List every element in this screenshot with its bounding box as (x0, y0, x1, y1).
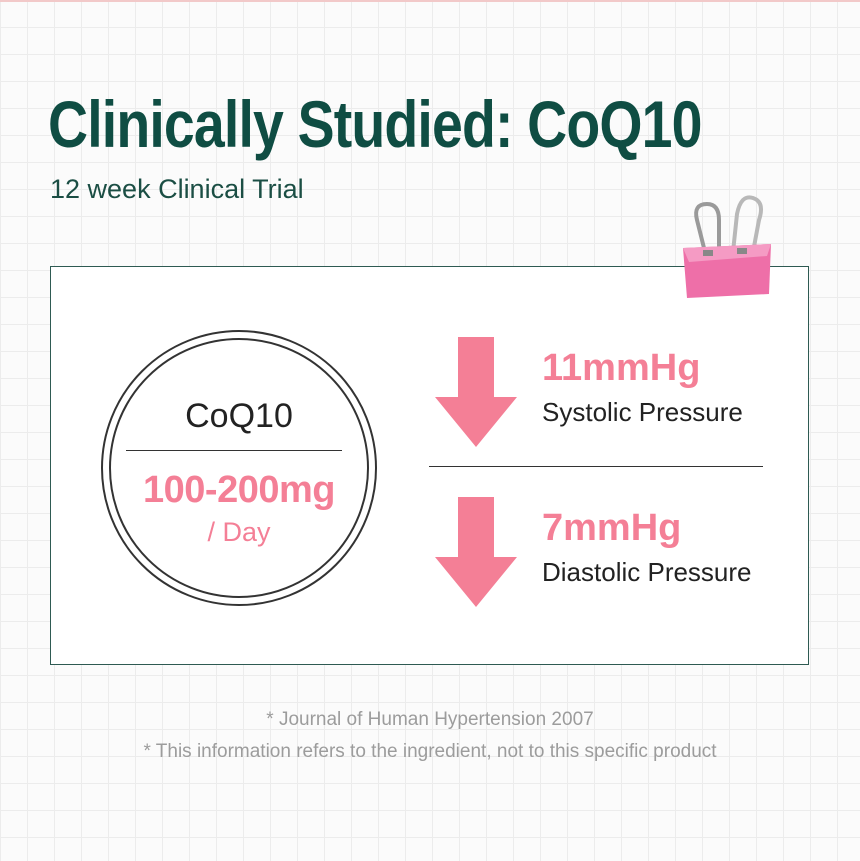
dose-ingredient-name: CoQ10 (185, 397, 293, 435)
results-card: CoQ10 100-200mg / Day 11mmHg Systolic Pr… (50, 266, 809, 665)
results-divider (429, 466, 763, 467)
binder-clip-icon (683, 195, 771, 298)
page-title: Clinically Studied: CoQ10 (48, 87, 702, 161)
footnote-source: * Journal of Human Hypertension 2007 (266, 709, 594, 730)
dose-divider (126, 450, 342, 451)
dose-badge (101, 330, 377, 606)
systolic-label: Systolic Pressure (542, 397, 743, 427)
diastolic-label: Diastolic Pressure (542, 557, 752, 587)
dose-frequency: / Day (207, 517, 271, 547)
arrow-down-icon (435, 497, 517, 607)
page-subtitle: 12 week Clinical Trial (50, 174, 304, 204)
arrow-down-icon (435, 337, 517, 447)
footnote-disclaimer: * This information refers to the ingredi… (143, 741, 717, 762)
dose-amount: 100-200mg (143, 469, 335, 511)
dose-badge-inner-ring (109, 338, 369, 598)
top-accent-line (0, 0, 860, 2)
diastolic-value: 7mmHg (542, 507, 682, 549)
systolic-value: 11mmHg (542, 347, 701, 389)
